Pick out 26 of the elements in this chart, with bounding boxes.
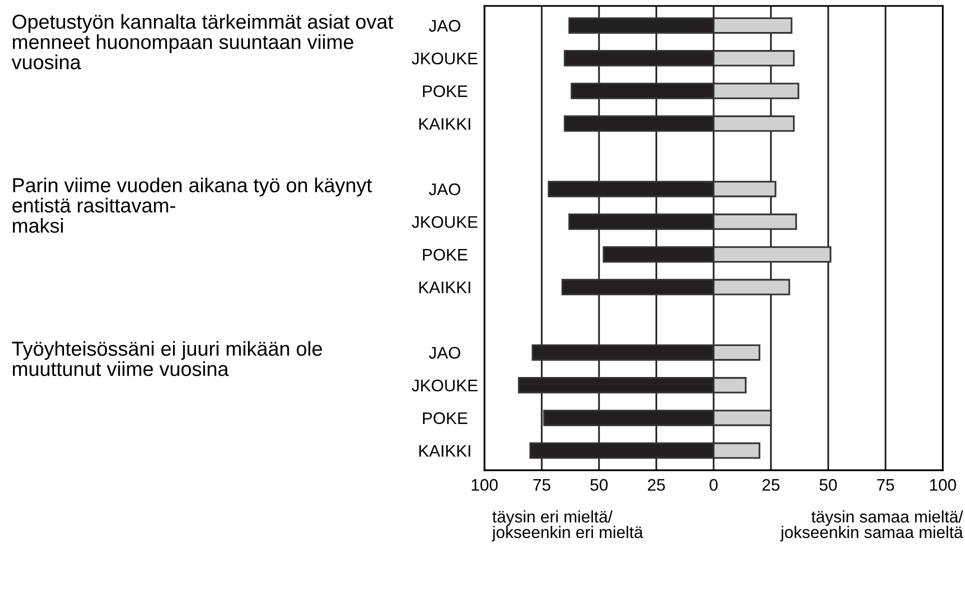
y-tick-label: JKOUKE xyxy=(412,52,478,64)
x-tick-label: 75 xyxy=(877,479,894,491)
y-tick-label: KAIKKI xyxy=(419,445,470,457)
x-tick-label: 100 xyxy=(472,479,498,491)
y-tick-label: JKOUKE xyxy=(412,216,478,228)
x-tick-label: 50 xyxy=(820,479,837,491)
y-tick-label: JKOUKE xyxy=(412,380,478,392)
y-tick-label: KAIKKI xyxy=(419,118,470,130)
x-tick-label: 100 xyxy=(930,479,956,491)
text: Parin viime vuoden aikana työ on käynyt entistä rasittavam- maksi xyxy=(12,178,372,233)
y-tick-label: POKE xyxy=(423,248,468,261)
text: Työyhteisössäni ei juuri mikään ole muuttunut viime vuosina xyxy=(12,341,322,376)
y-tick-label: POKE xyxy=(423,85,468,98)
x-tick-label: 75 xyxy=(533,479,550,491)
text: täysin samaa mieltä/ jokseenkin samaa mieltä xyxy=(780,510,964,542)
y-tick-label: JAO xyxy=(428,346,460,359)
y-tick-label: JAO xyxy=(428,183,460,196)
y-tick-label: KAIKKI xyxy=(419,282,470,294)
x-tick-label: 25 xyxy=(762,479,780,491)
y-tick-label: POKE xyxy=(423,412,468,424)
x-tick-label: 25 xyxy=(648,479,665,491)
x-tick-label: 0 xyxy=(710,479,718,491)
text: Opetustyön kannalta tärkeimmät asiat ovat menneet huonompaan suuntaan viime vuosina xyxy=(12,14,394,70)
y-tick-label: JAO xyxy=(428,20,460,32)
text: täysin eri mieltä/ jokseenkin eri mieltä xyxy=(492,510,644,542)
x-tick-label: 50 xyxy=(590,479,608,491)
